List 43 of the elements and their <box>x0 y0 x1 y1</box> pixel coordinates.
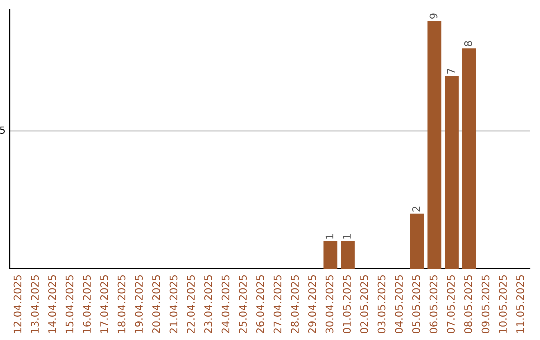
bar <box>428 21 442 269</box>
x-tick-label: 26.04.2025 <box>256 275 264 334</box>
x-tick-label: 28.04.2025 <box>291 275 300 334</box>
data-label: 1 <box>343 234 351 239</box>
x-tick-label: 27.04.2025 <box>274 275 282 334</box>
x-tick-label: 24.04.2025 <box>222 275 230 334</box>
x-tick-label: 18.04.2025 <box>118 275 126 334</box>
x-tick-label: 02.05.2025 <box>360 275 368 334</box>
x-tick-label: 19.04.2025 <box>135 275 144 334</box>
x-tick-label: 09.05.2025 <box>482 275 490 334</box>
data-label: 8 <box>464 41 472 46</box>
x-tick-label: 08.05.2025 <box>464 275 472 334</box>
bar <box>445 76 459 269</box>
bar <box>410 214 424 269</box>
x-tick-label: 15.04.2025 <box>66 275 74 334</box>
x-tick-label: 11.05.2025 <box>516 275 524 334</box>
x-tick-label: 17.04.2025 <box>100 275 108 334</box>
x-tick-label: 12.04.2025 <box>14 275 22 334</box>
x-tick-label: 13.04.2025 <box>31 275 40 334</box>
x-tick-label: 03.05.2025 <box>378 275 386 334</box>
data-label: 1 <box>326 234 334 239</box>
x-tick-label: 07.05.2025 <box>447 275 456 334</box>
bar <box>324 241 338 269</box>
data-label: 9 <box>430 14 438 19</box>
x-tick-label: 04.05.2025 <box>395 275 404 334</box>
data-label: 2 <box>412 206 420 212</box>
ref-line-label: 5 <box>0 126 5 134</box>
x-tick-label: 23.04.2025 <box>204 275 212 334</box>
x-tick-label: 06.05.2025 <box>430 275 438 334</box>
bar <box>341 241 355 269</box>
x-tick-label: 14.04.2025 <box>48 275 56 334</box>
x-tick-label: 22.04.2025 <box>187 275 196 334</box>
x-tick-label: 20.04.2025 <box>152 275 160 334</box>
x-tick-label: 16.04.2025 <box>83 275 92 334</box>
x-tick-label: 05.05.2025 <box>412 275 420 334</box>
x-tick-label: 25.04.2025 <box>239 275 248 334</box>
x-tick-label: 21.04.2025 <box>170 275 178 334</box>
x-tick-label: 10.05.2025 <box>499 275 508 334</box>
data-label: 7 <box>447 69 455 74</box>
bar <box>462 48 476 269</box>
x-tick-label: 29.04.2025 <box>308 275 316 334</box>
x-tick-label: 01.05.2025 <box>343 275 352 334</box>
x-tick-label: 30.04.2025 <box>326 275 334 334</box>
